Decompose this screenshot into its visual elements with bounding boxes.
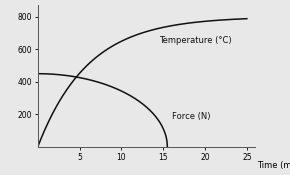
Text: Force (N): Force (N)	[172, 112, 210, 121]
X-axis label: Time (min.): Time (min.)	[257, 161, 290, 170]
Text: Temperature (°C): Temperature (°C)	[159, 36, 232, 45]
